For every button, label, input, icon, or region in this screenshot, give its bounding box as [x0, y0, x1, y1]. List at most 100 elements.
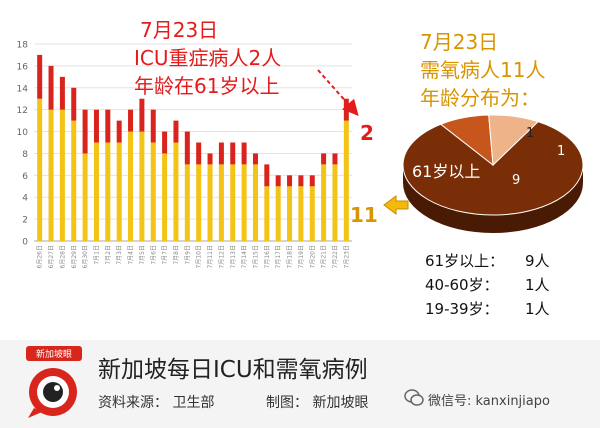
pie-slice	[488, 114, 539, 167]
bar-icu	[309, 175, 315, 187]
bar-oxygen	[71, 120, 77, 241]
x-tick-label: 6月29日	[71, 245, 78, 268]
icu-annotation-count: ICU重症病人2人	[134, 46, 282, 70]
footer-band	[0, 340, 600, 428]
y-tick-label: 4	[22, 194, 28, 204]
y-tick-label: 14	[17, 84, 29, 94]
bar-icu	[287, 175, 293, 187]
bar-icu	[196, 142, 202, 165]
bar-oxygen	[105, 142, 111, 241]
x-tick-label: 7月1日	[93, 245, 100, 265]
bar-icu	[139, 98, 145, 132]
x-tick-label: 7月20日	[309, 245, 316, 268]
bar-icu	[150, 109, 156, 143]
bar-oxygen	[252, 164, 258, 241]
x-tick-label: 7月18日	[287, 245, 294, 268]
bar-oxygen	[264, 186, 270, 241]
bar-oxygen	[173, 142, 179, 241]
bar-icu	[332, 153, 338, 165]
bar-oxygen	[116, 142, 122, 241]
x-tick-label: 7月12日	[218, 245, 225, 268]
pie-slice	[402, 121, 584, 216]
bar-oxygen	[128, 131, 134, 241]
logo-text: 新加坡眼	[26, 346, 82, 361]
x-tick-label: 7月23日	[343, 245, 350, 268]
icu-arrow	[317, 69, 359, 116]
bar-icu	[321, 153, 327, 165]
oxygen-annotation-date: 7月23日	[420, 30, 499, 54]
bar-oxygen	[184, 164, 190, 241]
x-tick-label: 6月30日	[82, 245, 89, 268]
bar-icu	[264, 164, 270, 187]
y-tick-label: 16	[17, 62, 29, 72]
pie-value-40-60: 1	[557, 144, 566, 159]
bar-icu	[48, 65, 54, 110]
bar-icu	[173, 120, 179, 143]
x-tick-label: 7月17日	[275, 245, 282, 268]
footer-source: 资料来源： 卫生部	[98, 395, 215, 411]
x-tick-label: 7月14日	[241, 245, 248, 268]
legend-row-40-60: 40-60岁： 1人	[425, 274, 550, 295]
x-tick-label: 7月22日	[332, 245, 339, 268]
y-tick-label: 0	[22, 238, 28, 248]
x-tick-label: 7月15日	[252, 245, 259, 268]
x-tick-label: 7月4日	[128, 245, 135, 265]
footer-title: 新加坡每日ICU和需氧病例	[98, 357, 368, 383]
oxygen-count-label: 11	[350, 203, 378, 227]
bar-icu	[241, 142, 247, 165]
icu-annotation-age: 年龄在61岁以上	[134, 74, 280, 98]
bar-oxygen	[139, 131, 145, 241]
bar-oxygen	[321, 164, 327, 241]
bar-chart: 0 2 4 6 8 10 12 14 16 18 6月26日 6月27日 6月28日 6月29日 6月30日…	[17, 41, 352, 268]
pie-value-61plus: 9	[512, 173, 521, 188]
bar-oxygen	[196, 164, 202, 241]
bar-icu	[184, 131, 190, 165]
x-tick-label: 6月27日	[48, 245, 55, 268]
bar-oxygen	[298, 186, 304, 241]
bar-oxygen	[207, 164, 213, 241]
x-tick-label: 7月19日	[298, 245, 305, 268]
icu-annotation-date: 7月23日	[140, 18, 219, 42]
bar-oxygen	[332, 164, 338, 241]
bar-oxygen	[37, 98, 43, 241]
x-tick-label: 7月9日	[184, 245, 191, 265]
bar-icu	[71, 87, 77, 121]
oxygen-arrow	[383, 195, 409, 215]
bar-icu	[207, 153, 213, 165]
legend-label: 19-39岁：	[425, 300, 499, 318]
x-tick-label: 7月8日	[173, 245, 180, 265]
x-tick-label: 7月3日	[116, 245, 123, 265]
legend-value: 1人	[525, 276, 550, 294]
bar-oxygen	[82, 153, 88, 241]
x-tick-label: 6月28日	[59, 245, 66, 268]
bar-oxygen	[287, 186, 293, 241]
x-tick-label: 7月7日	[162, 245, 169, 265]
bar-icu	[275, 175, 281, 187]
legend-row-61plus: 61岁以上： 9人	[425, 250, 550, 271]
bar-oxygen	[93, 142, 99, 241]
bar-icu	[116, 120, 122, 143]
y-tick-label: 12	[17, 106, 28, 116]
x-tick-label: 7月13日	[230, 245, 237, 268]
pie-side	[403, 165, 583, 233]
bar-oxygen	[48, 109, 54, 242]
bar-icu	[298, 175, 304, 187]
bar-oxygen	[162, 153, 168, 241]
bar-icu	[128, 109, 134, 132]
x-tick-label: 7月10日	[196, 245, 203, 268]
x-tick-label: 7月6日	[150, 245, 157, 265]
bar-icu	[82, 109, 88, 154]
legend-value: 9人	[525, 252, 550, 270]
pie-value-19-39: 1	[526, 126, 535, 141]
bar-oxygen	[309, 186, 315, 241]
wechat-id: 微信号: kanxinjiapo	[428, 394, 550, 409]
pie-chart	[402, 114, 584, 233]
legend-label: 61岁以上：	[425, 252, 505, 270]
legend-label: 40-60岁：	[425, 276, 499, 294]
y-tick-label: 8	[22, 150, 28, 160]
bar-oxygen	[59, 109, 65, 242]
x-tick-label: 7月2日	[105, 245, 112, 265]
bar-icu	[218, 142, 224, 165]
oxygen-annotation-count: 需氧病人11人	[420, 58, 546, 82]
